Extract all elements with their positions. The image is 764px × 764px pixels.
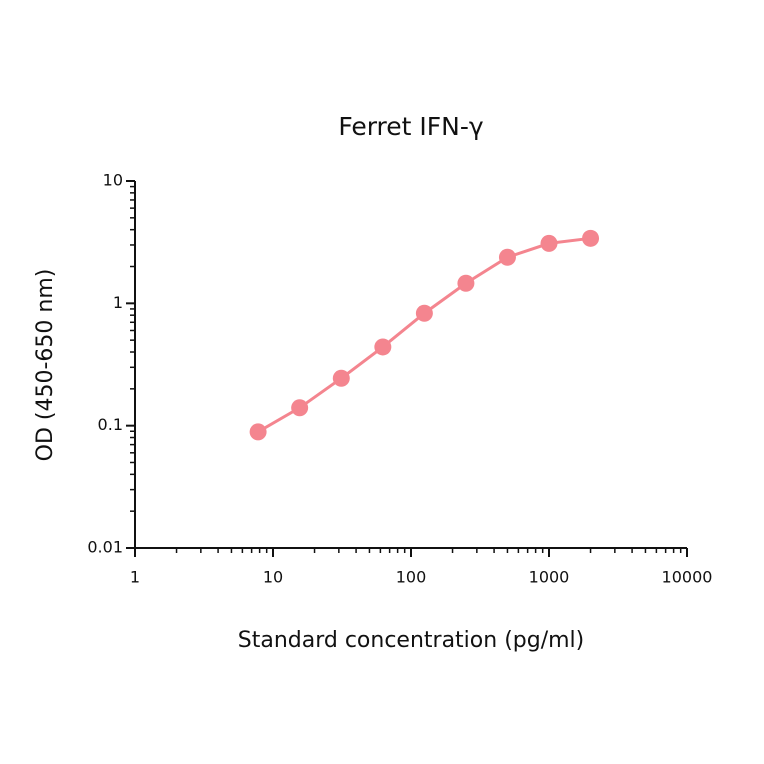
x-tick-label: 10000 xyxy=(662,568,713,587)
data-point xyxy=(249,423,267,441)
series-line xyxy=(257,236,591,434)
y-tick-label: 0.1 xyxy=(98,415,123,434)
data-point xyxy=(582,229,600,247)
data-point xyxy=(498,248,516,266)
chart-title: Ferret IFN-γ xyxy=(338,112,484,141)
data-point xyxy=(374,338,392,356)
y-tick-label: 1 xyxy=(113,293,123,312)
data-point xyxy=(415,304,433,322)
y-tick-label: 0.01 xyxy=(87,538,123,557)
x-tick-label: 100 xyxy=(396,568,427,587)
x-axis-label: Standard concentration (pg/ml) xyxy=(238,628,585,653)
data-point xyxy=(540,234,558,252)
x-tick-label: 1 xyxy=(130,568,140,587)
x-tick-label: 1000 xyxy=(529,568,570,587)
data-point xyxy=(291,399,309,417)
y-axis-label: OD (450-650 nm) xyxy=(33,269,58,462)
data-point xyxy=(457,274,475,292)
y-tick-label: 10 xyxy=(103,171,123,190)
data-point xyxy=(332,369,350,387)
x-tick-label: 10 xyxy=(263,568,283,587)
